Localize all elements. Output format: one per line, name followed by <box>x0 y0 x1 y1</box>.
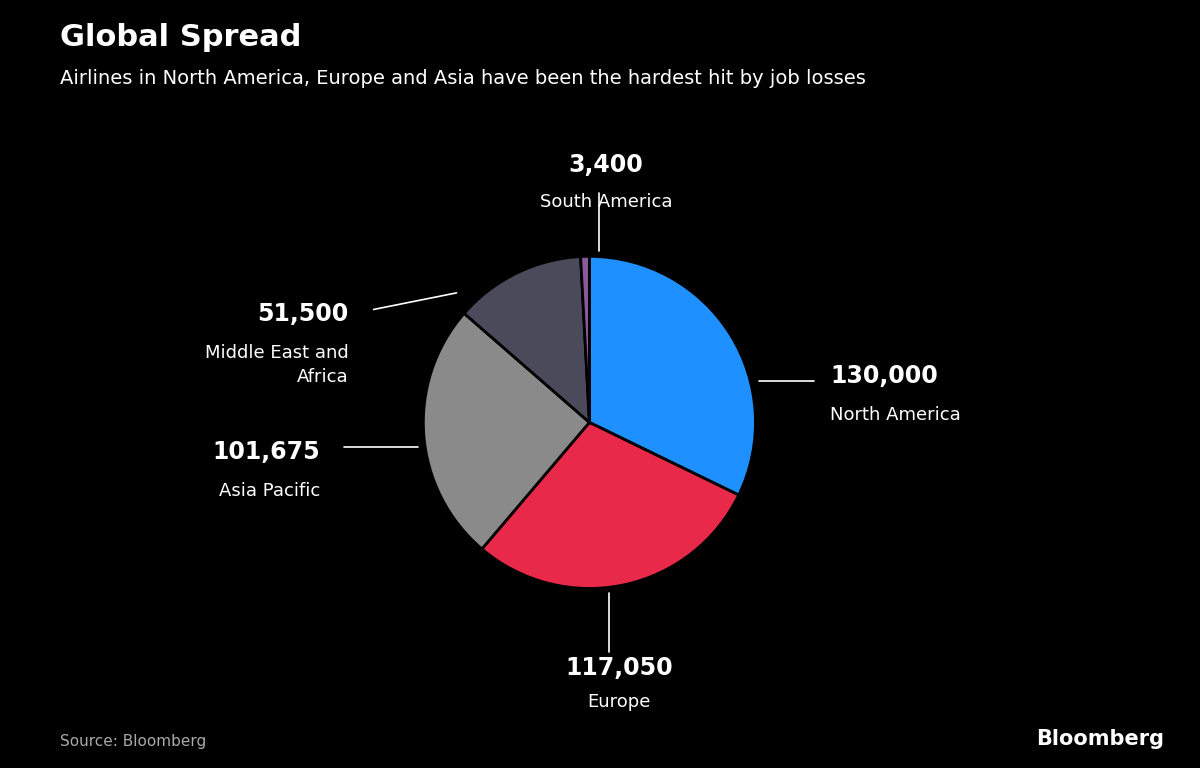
Text: 117,050: 117,050 <box>565 656 673 680</box>
Text: 3,400: 3,400 <box>569 153 643 177</box>
Text: 130,000: 130,000 <box>830 364 938 388</box>
Wedge shape <box>581 257 589 422</box>
Text: Source: Bloomberg: Source: Bloomberg <box>60 733 206 749</box>
Text: Bloomberg: Bloomberg <box>1036 729 1164 749</box>
Text: North America: North America <box>830 406 961 424</box>
Wedge shape <box>482 422 739 588</box>
Wedge shape <box>464 257 589 422</box>
Text: Asia Pacific: Asia Pacific <box>220 482 320 500</box>
Text: Europe: Europe <box>588 693 650 711</box>
Text: South America: South America <box>540 194 672 211</box>
Wedge shape <box>589 257 756 495</box>
Text: 51,500: 51,500 <box>257 303 349 326</box>
Wedge shape <box>424 313 589 549</box>
Text: Airlines in North America, Europe and Asia have been the hardest hit by job loss: Airlines in North America, Europe and As… <box>60 69 866 88</box>
Text: Global Spread: Global Spread <box>60 23 301 52</box>
Text: 101,675: 101,675 <box>212 440 320 465</box>
Text: Middle East and
Africa: Middle East and Africa <box>205 344 349 386</box>
